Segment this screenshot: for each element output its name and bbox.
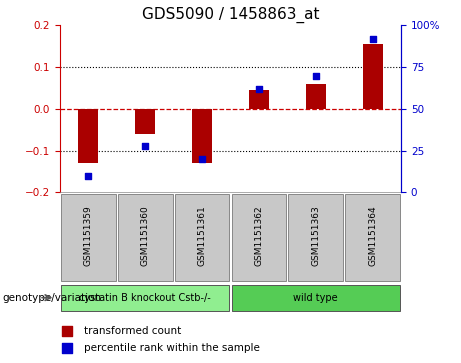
Text: cystatin B knockout Cstb-/-: cystatin B knockout Cstb-/-	[79, 293, 211, 303]
Point	[198, 156, 206, 162]
Text: GSM1151361: GSM1151361	[198, 205, 207, 266]
Text: GSM1151360: GSM1151360	[141, 205, 150, 266]
FancyBboxPatch shape	[118, 194, 172, 281]
Text: GSM1151363: GSM1151363	[311, 205, 320, 266]
Text: wild type: wild type	[294, 293, 338, 303]
FancyBboxPatch shape	[61, 285, 230, 311]
Text: GSM1151359: GSM1151359	[84, 205, 93, 266]
Bar	[249, 90, 269, 109]
Title: GDS5090 / 1458863_at: GDS5090 / 1458863_at	[142, 7, 319, 23]
Bar	[306, 84, 326, 109]
FancyBboxPatch shape	[345, 194, 400, 281]
Point	[369, 36, 376, 42]
Point	[255, 86, 263, 92]
Point	[289, 75, 296, 81]
FancyBboxPatch shape	[61, 194, 116, 281]
Bar	[192, 109, 212, 163]
Bar	[78, 109, 98, 163]
Bar	[363, 44, 383, 109]
Text: genotype/variation: genotype/variation	[2, 293, 101, 303]
Text: GSM1151362: GSM1151362	[254, 205, 263, 266]
Point	[289, 235, 296, 241]
Text: transformed count: transformed count	[84, 326, 181, 336]
Point	[85, 173, 92, 179]
FancyBboxPatch shape	[231, 194, 286, 281]
Bar	[135, 109, 155, 134]
FancyBboxPatch shape	[289, 194, 343, 281]
FancyBboxPatch shape	[175, 194, 230, 281]
Point	[142, 143, 149, 148]
FancyBboxPatch shape	[231, 285, 400, 311]
Text: GSM1151364: GSM1151364	[368, 205, 377, 266]
Text: percentile rank within the sample: percentile rank within the sample	[84, 343, 260, 353]
Point	[312, 73, 319, 78]
